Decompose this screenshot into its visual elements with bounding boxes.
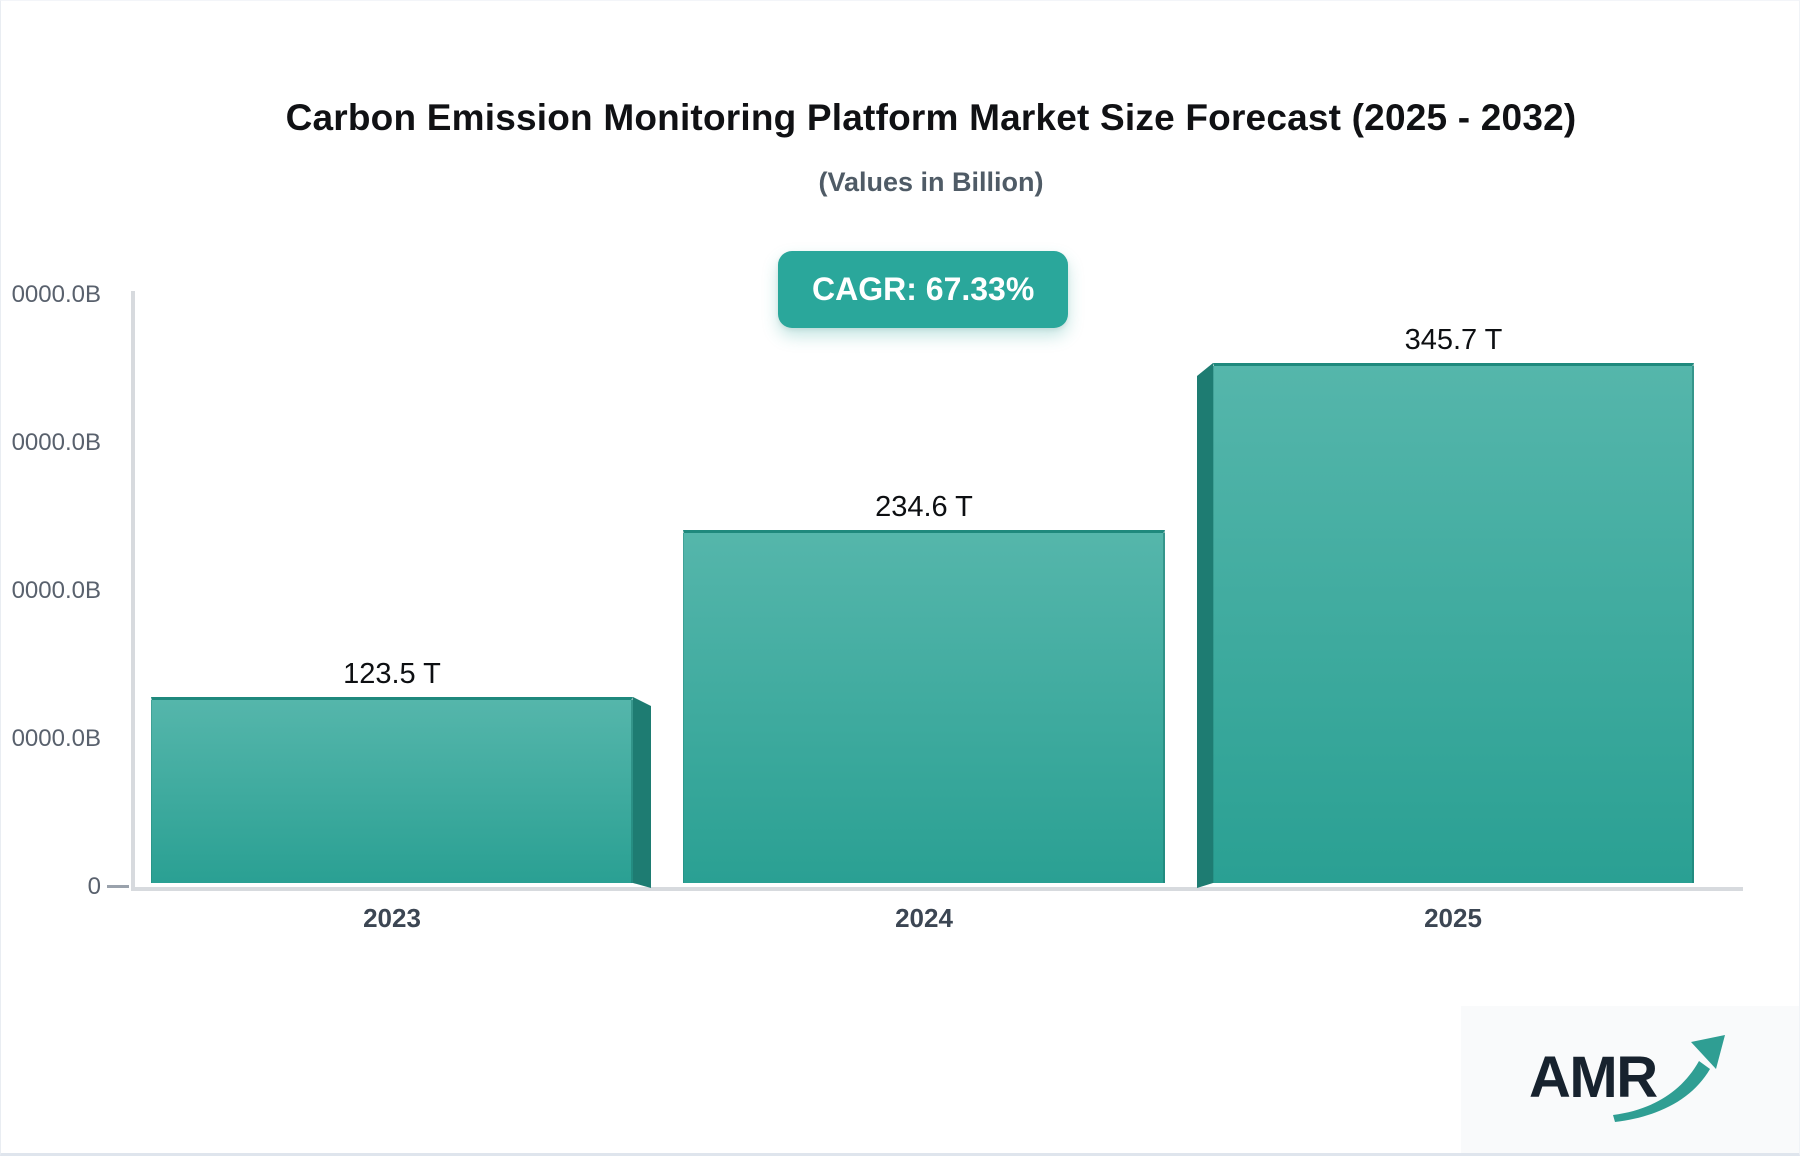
logo-background [1461,1006,1799,1153]
x-axis-line [131,887,1743,891]
y-axis-line [131,291,135,891]
bar-value-label: 234.6 T [875,491,973,523]
x-axis-label-2025: 2025 [1424,903,1482,933]
x-axis-label-2023: 2023 [363,903,421,933]
y-tick-mark [107,885,129,888]
bar-value-label: 123.5 T [343,658,441,690]
x-axis-label-2024: 2024 [895,903,953,933]
bar-front-face [151,697,633,883]
bar-value-label: 345.7 T [1404,324,1503,356]
y-tick-label: 0000.0B [11,577,101,604]
amr-logo-text: AMR [1529,1045,1657,1110]
bar-3d-side [633,697,651,888]
bar-3d-side [1197,363,1213,888]
chart-title: Carbon Emission Monitoring Platform Mark… [285,97,1577,138]
amr-logo: AMR [1501,1011,1741,1131]
y-tick-label: 0000.0B [11,281,101,308]
logo-arrow-swoosh-icon [1613,1061,1710,1122]
y-tick-label: 0000.0B [11,429,101,456]
amr-logo-graphic: AMR [1529,1035,1725,1122]
y-tick-label-zero: 0 [87,873,101,900]
bar-front-face [683,530,1165,883]
y-tick-label: 0000.0B [11,725,101,752]
chart-subtitle: (Values in Billion) [818,167,1044,197]
cagr-badge: CAGR: 67.33% [778,251,1069,328]
bar-front-face [1213,363,1694,883]
logo-arrow-head-icon [1691,1035,1725,1069]
